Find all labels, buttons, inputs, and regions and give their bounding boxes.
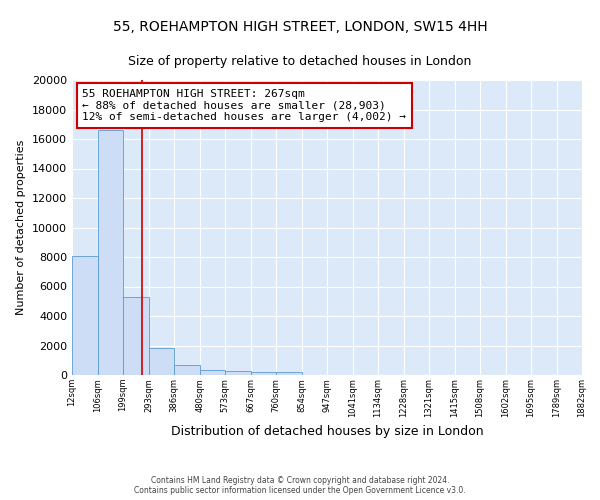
Text: Contains HM Land Registry data © Crown copyright and database right 2024.
Contai: Contains HM Land Registry data © Crown c…	[134, 476, 466, 495]
Bar	[251, 372, 276, 375]
Bar	[200, 370, 225, 375]
Bar	[72, 256, 98, 375]
X-axis label: Distribution of detached houses by size in London: Distribution of detached houses by size …	[170, 425, 484, 438]
Text: 55 ROEHAMPTON HIGH STREET: 267sqm
← 88% of detached houses are smaller (28,903)
: 55 ROEHAMPTON HIGH STREET: 267sqm ← 88% …	[82, 89, 406, 122]
Bar	[123, 297, 149, 375]
Bar	[276, 372, 302, 375]
Bar	[225, 372, 251, 375]
Bar	[98, 130, 123, 375]
Bar	[149, 348, 174, 375]
Y-axis label: Number of detached properties: Number of detached properties	[16, 140, 26, 315]
Text: Size of property relative to detached houses in London: Size of property relative to detached ho…	[128, 55, 472, 68]
Text: 55, ROEHAMPTON HIGH STREET, LONDON, SW15 4HH: 55, ROEHAMPTON HIGH STREET, LONDON, SW15…	[113, 20, 487, 34]
Bar	[174, 364, 200, 375]
